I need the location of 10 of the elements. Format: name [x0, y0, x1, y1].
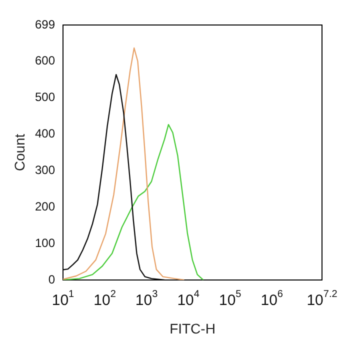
- y-tick-label: 600: [34, 53, 56, 68]
- y-tick-label: 500: [34, 90, 56, 104]
- y-tick-label: 300: [34, 162, 56, 177]
- y-tick-label: 400: [34, 126, 56, 140]
- x-axis-title: FITC-H: [170, 320, 216, 336]
- y-tick-label: 200: [34, 199, 56, 214]
- y-axis-title: Count: [11, 134, 28, 172]
- y-tick-label: 699: [34, 17, 56, 32]
- y-tick-label: 100: [34, 236, 56, 250]
- y-tick-label: 0: [48, 272, 56, 286]
